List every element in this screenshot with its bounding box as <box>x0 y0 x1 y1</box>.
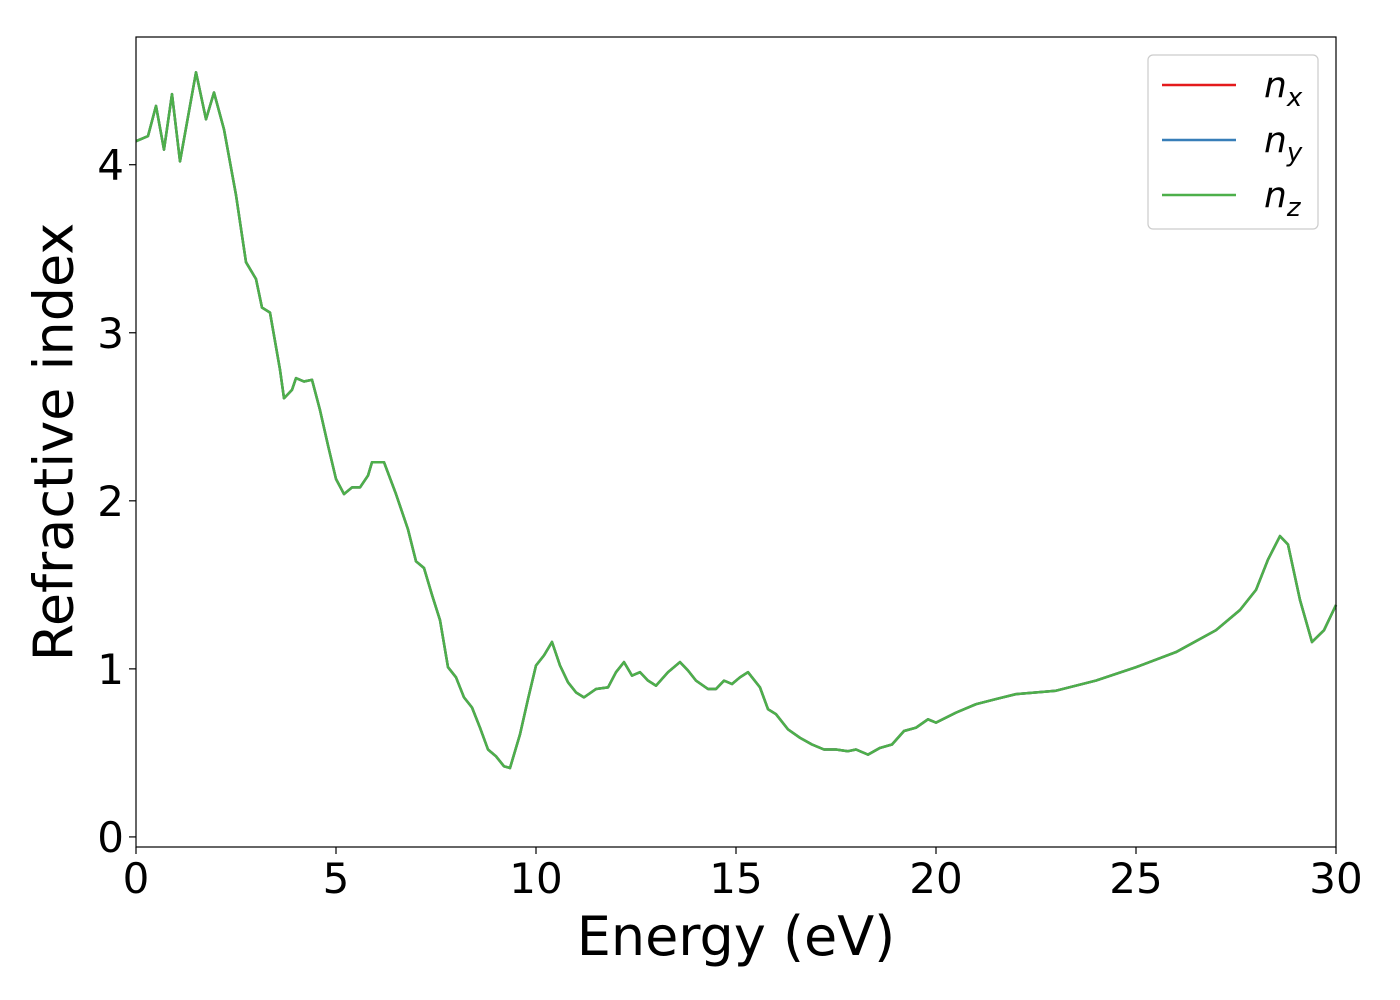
x-tick-label: 30 <box>1309 854 1362 903</box>
legend: nx ny nz <box>1147 54 1319 230</box>
x-tick-label: 15 <box>709 854 762 903</box>
x-tick-label: 0 <box>123 854 150 903</box>
legend-label: nz <box>1264 175 1302 223</box>
y-tick-label: 4 <box>97 141 124 190</box>
plot-frame <box>135 36 1337 848</box>
y-tick-label: 1 <box>97 645 124 694</box>
x-axis-label: Energy (eV) <box>577 905 896 968</box>
x-tick-label: 5 <box>323 854 350 903</box>
legend-label: ny <box>1264 120 1303 168</box>
x-tick-label: 20 <box>909 854 962 903</box>
x-tick-label: 25 <box>1109 854 1162 903</box>
legend-label: nx <box>1264 65 1303 113</box>
x-tick-label: 10 <box>509 854 562 903</box>
legend-box <box>1147 54 1319 230</box>
y-axis-label: Refractive index <box>23 223 86 662</box>
y-tick-label: 0 <box>97 813 124 862</box>
y-tick-label: 2 <box>97 477 124 526</box>
series-line <box>135 71 1338 770</box>
y-tick-label: 3 <box>97 309 124 358</box>
